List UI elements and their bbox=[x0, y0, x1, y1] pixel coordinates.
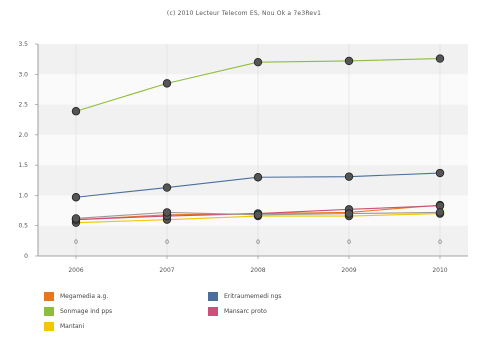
data-point bbox=[435, 208, 445, 217]
data-point bbox=[162, 183, 172, 192]
data-point bbox=[344, 172, 354, 181]
data-point bbox=[253, 173, 263, 182]
grid-band bbox=[38, 134, 468, 166]
x-tick-label: 2008 bbox=[250, 267, 265, 274]
x-tick-label: 2007 bbox=[159, 267, 174, 274]
x-tick-label: 2009 bbox=[341, 267, 356, 274]
chart-title: (c) 2010 Lecteur Telecom ES, Nou Ok a 7e… bbox=[166, 10, 322, 17]
y-tick-label: 1.5 bbox=[18, 162, 28, 169]
legend-item: Mantani bbox=[44, 322, 84, 331]
legend-item: Megamedia a.g. bbox=[44, 292, 108, 301]
legend-label: Mantani bbox=[60, 323, 85, 330]
point-label: 0 bbox=[256, 239, 260, 246]
data-point bbox=[71, 193, 81, 202]
point-label: 0 bbox=[438, 239, 442, 246]
legend-label: Megamedia a.g. bbox=[60, 293, 109, 300]
data-point bbox=[71, 214, 81, 223]
point-label: 0 bbox=[347, 239, 351, 246]
data-point bbox=[253, 57, 263, 67]
data-point bbox=[162, 208, 172, 217]
y-tick-label: 2.0 bbox=[18, 132, 28, 139]
legend-label: Sonmage ind pps bbox=[60, 308, 113, 315]
data-point bbox=[344, 209, 354, 218]
legend-swatch bbox=[208, 292, 218, 301]
legend-swatch bbox=[208, 307, 218, 316]
grid-band bbox=[38, 44, 468, 75]
x-tick-label: 2010 bbox=[432, 267, 447, 274]
grid-band bbox=[38, 104, 468, 135]
legend-item: Eritraumemedi ngs bbox=[208, 292, 281, 301]
grid-band bbox=[38, 165, 468, 196]
y-tick-label: 0.5 bbox=[18, 223, 28, 230]
legend-label: Eritraumemedi ngs bbox=[224, 293, 282, 300]
data-point bbox=[435, 54, 445, 63]
data-point bbox=[71, 107, 81, 116]
legend: Megamedia a.g. Sonmage ind pps Mantani Erit… bbox=[44, 292, 464, 338]
y-tick-label: 3.0 bbox=[18, 71, 28, 78]
data-point bbox=[344, 56, 354, 66]
y-tick-label: 2.5 bbox=[18, 102, 28, 109]
x-tick-label: 2006 bbox=[68, 267, 83, 274]
point-label: 0 bbox=[165, 239, 169, 246]
y-tick-label: 1.0 bbox=[18, 192, 28, 199]
grid-band bbox=[38, 195, 468, 226]
legend-item: Mansarc proto bbox=[208, 307, 267, 316]
y-tick-label: 0 bbox=[24, 253, 28, 260]
legend-item: Sonmage ind pps bbox=[44, 307, 112, 316]
legend-swatch bbox=[44, 322, 54, 331]
grid-band bbox=[38, 225, 468, 256]
point-label: 0 bbox=[74, 239, 78, 246]
grid-band bbox=[38, 74, 468, 105]
legend-swatch bbox=[44, 292, 54, 301]
data-point bbox=[162, 79, 172, 88]
data-point bbox=[253, 210, 263, 220]
y-tick-label: 3.5 bbox=[18, 41, 28, 48]
legend-swatch bbox=[44, 307, 54, 316]
data-point bbox=[435, 168, 445, 178]
legend-label: Mansarc proto bbox=[224, 308, 267, 315]
